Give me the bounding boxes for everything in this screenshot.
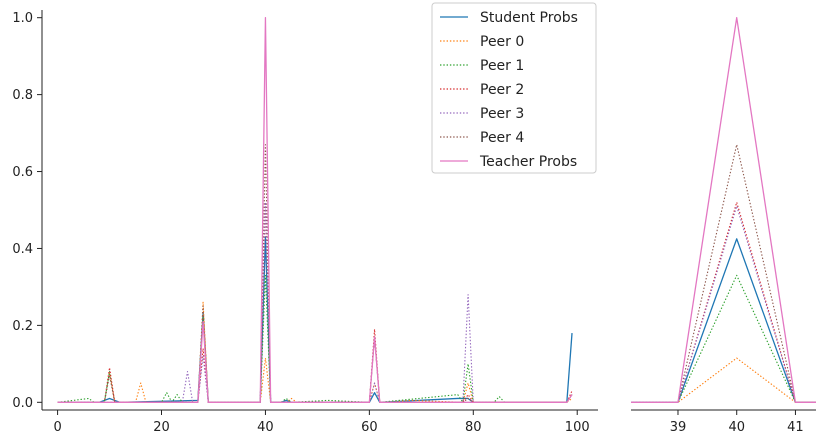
full-series-peer-0 <box>57 301 573 403</box>
zoom-series-peer-4 <box>631 144 816 403</box>
full-x-tick-label: 0 <box>53 420 61 435</box>
full-x-tick-label: 20 <box>153 420 170 435</box>
zoom-series-peer-1 <box>631 274 816 403</box>
full-series-peer-2 <box>57 201 573 403</box>
zoom-x-tick-label: 40 <box>728 420 745 435</box>
legend-label: Peer 0 <box>480 34 524 50</box>
main-plot-lines <box>57 17 573 403</box>
full-x-tick-label: 40 <box>257 420 274 435</box>
zoom-panel: 39 40 41 <box>631 17 816 435</box>
main-y-tick-label: 0.4 <box>12 242 33 257</box>
full-series-teacher-probs <box>57 17 573 403</box>
full-series-peer-4 <box>57 144 573 403</box>
legend-label: Student Probs <box>480 10 578 26</box>
full-series-peer-1 <box>57 274 573 403</box>
legend-label: Teacher Probs <box>479 154 577 170</box>
legend-label: Peer 3 <box>480 106 524 122</box>
zoom-x-tick-label: 39 <box>670 420 687 435</box>
full-x-tick-label: 100 <box>565 420 590 435</box>
legend-label: Peer 2 <box>480 82 524 98</box>
zoom-series-student-probs <box>631 238 816 403</box>
full-series-peer-3 <box>57 201 573 403</box>
main-y-tick-label: 1.0 <box>12 11 33 26</box>
main-x-ticks: 0 20 40 60 80 100 <box>53 410 590 435</box>
main-y-tick-label: 0.8 <box>12 88 33 103</box>
zoom-series-teacher-probs <box>631 17 816 403</box>
legend-label: Peer 1 <box>480 58 524 74</box>
main-panel: 0.0 0.2 0.4 0.6 0.8 1.0 0 20 40 60 80 100 <box>12 10 598 435</box>
zoom-x-tick-label: 41 <box>787 420 804 435</box>
zoom-series-peer-3 <box>631 205 816 403</box>
full-x-tick-label: 80 <box>465 420 482 435</box>
zoom-plot-lines <box>631 17 816 403</box>
main-y-tick-label: 0.0 <box>12 396 33 411</box>
main-y-tick-label: 0.2 <box>12 319 33 334</box>
full-x-tick-label: 60 <box>361 420 378 435</box>
legend: Student Probs Peer 0 Peer 1 Peer 2 Peer 3 Pee… <box>431 2 597 174</box>
legend-frame <box>431 2 597 174</box>
legend-label: Peer 4 <box>480 130 524 146</box>
main-y-ticks: 0.0 0.2 0.4 0.6 0.8 1.0 <box>12 11 42 411</box>
main-y-tick-label: 0.6 <box>12 165 33 180</box>
full-series-student-probs <box>57 236 573 403</box>
zoom-x-ticks: 39 40 41 <box>670 410 804 435</box>
